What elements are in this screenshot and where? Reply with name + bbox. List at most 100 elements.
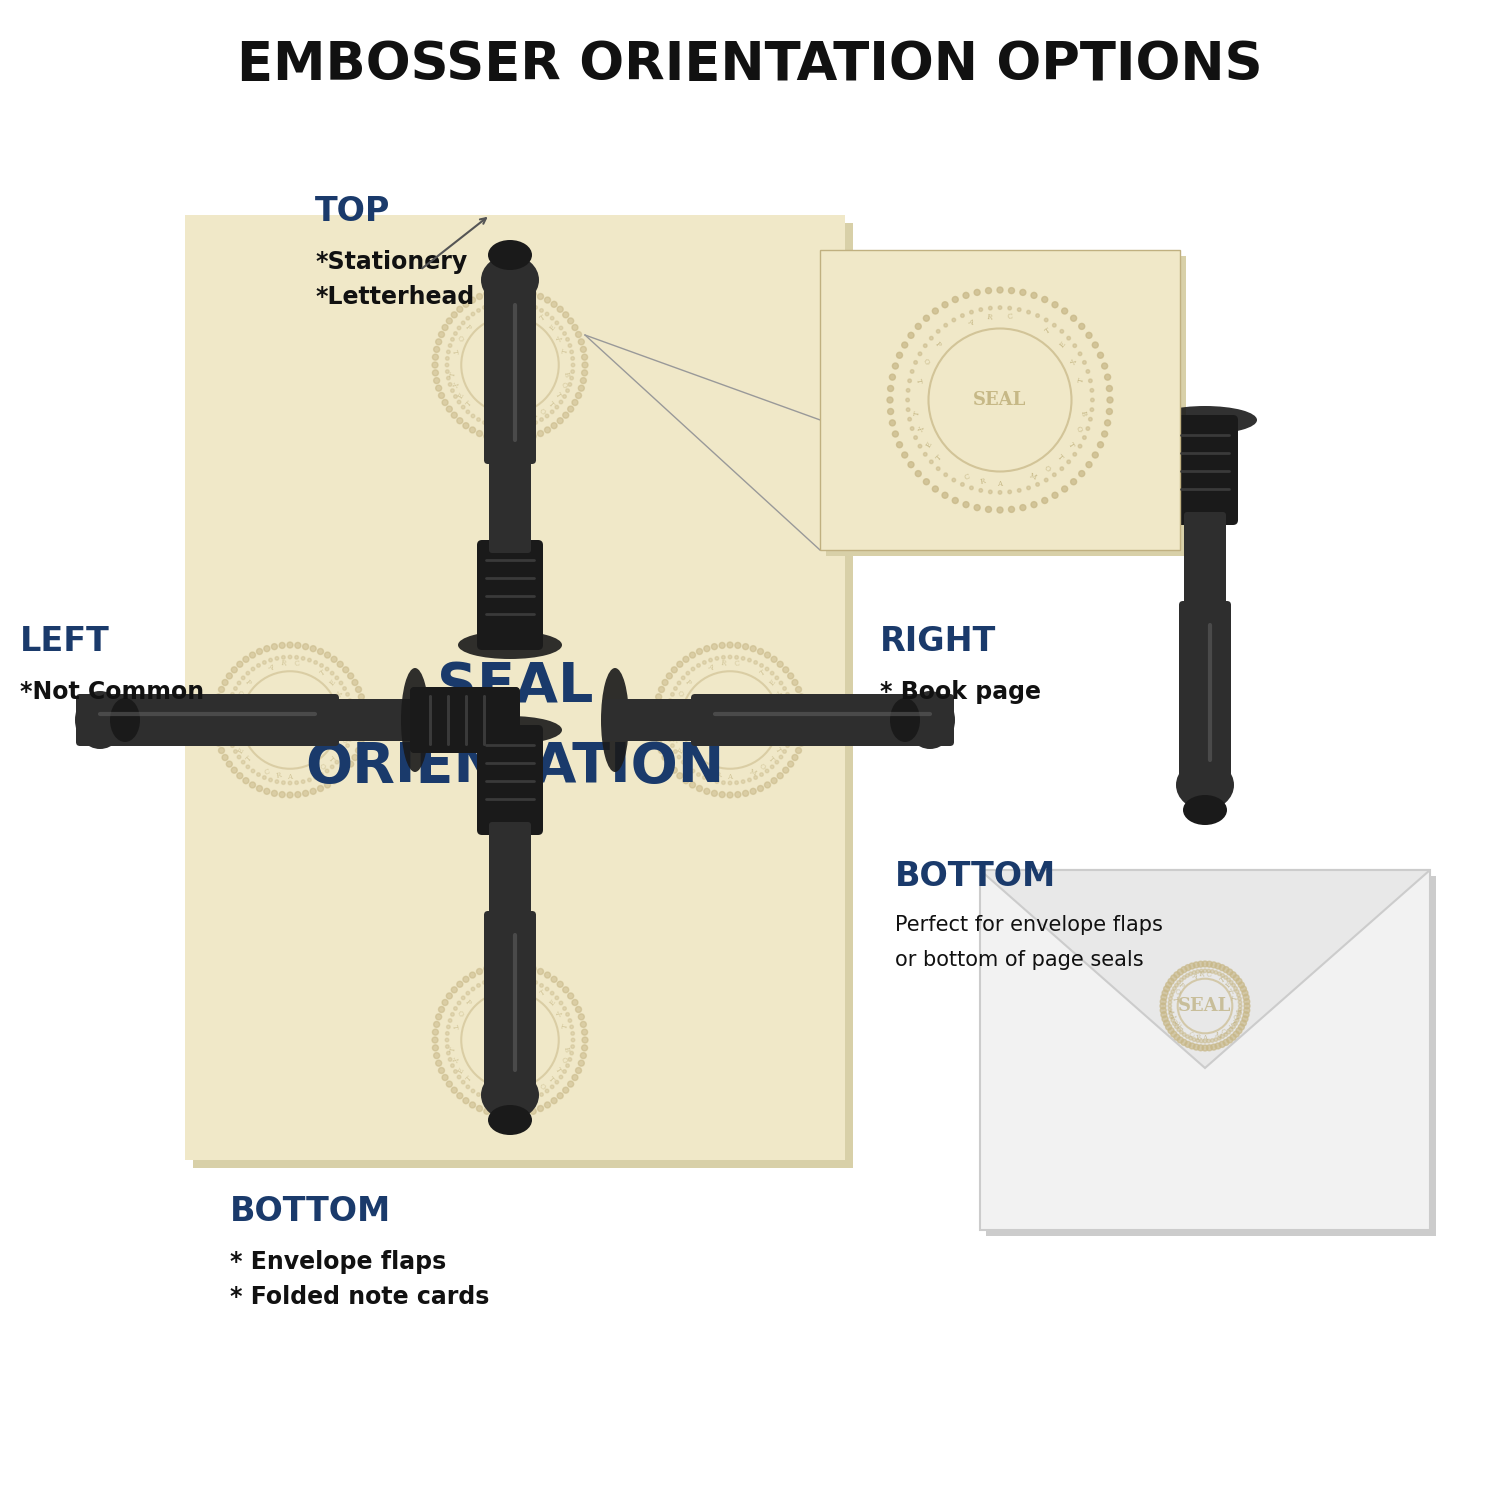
Circle shape xyxy=(652,710,658,716)
Circle shape xyxy=(1098,352,1104,358)
Circle shape xyxy=(464,1098,470,1104)
Circle shape xyxy=(902,342,908,348)
Circle shape xyxy=(310,645,316,651)
Text: C: C xyxy=(514,980,520,987)
Circle shape xyxy=(952,498,958,504)
Circle shape xyxy=(1221,1035,1224,1038)
Circle shape xyxy=(735,656,738,658)
Text: T: T xyxy=(1227,1019,1236,1028)
Circle shape xyxy=(556,306,562,312)
FancyBboxPatch shape xyxy=(410,687,520,753)
Circle shape xyxy=(892,430,898,436)
Circle shape xyxy=(458,306,464,312)
FancyBboxPatch shape xyxy=(76,694,339,746)
Circle shape xyxy=(1168,1011,1173,1016)
Circle shape xyxy=(528,1098,531,1101)
Circle shape xyxy=(1239,1004,1242,1008)
Circle shape xyxy=(225,718,230,722)
Circle shape xyxy=(537,294,543,300)
Circle shape xyxy=(1066,460,1071,464)
Circle shape xyxy=(792,754,798,760)
Circle shape xyxy=(1238,1016,1240,1019)
Circle shape xyxy=(572,324,578,330)
Circle shape xyxy=(1222,966,1228,972)
Circle shape xyxy=(944,324,948,327)
Circle shape xyxy=(960,314,964,318)
Circle shape xyxy=(662,680,668,686)
Circle shape xyxy=(358,694,364,700)
Text: M: M xyxy=(528,1088,537,1098)
Circle shape xyxy=(249,652,255,658)
Circle shape xyxy=(1242,990,1248,996)
Circle shape xyxy=(514,300,519,304)
Text: A: A xyxy=(288,772,292,782)
Circle shape xyxy=(264,645,270,651)
Circle shape xyxy=(1232,984,1236,987)
Ellipse shape xyxy=(890,698,920,742)
Circle shape xyxy=(432,1029,438,1035)
Circle shape xyxy=(1041,297,1047,303)
Circle shape xyxy=(446,357,448,360)
Circle shape xyxy=(1227,1036,1233,1042)
Circle shape xyxy=(522,963,528,969)
Ellipse shape xyxy=(488,1106,532,1136)
Circle shape xyxy=(338,662,344,668)
Circle shape xyxy=(464,976,470,982)
Circle shape xyxy=(556,981,562,987)
Circle shape xyxy=(477,430,483,436)
Circle shape xyxy=(243,777,249,783)
Text: T: T xyxy=(554,392,562,399)
Circle shape xyxy=(980,489,982,492)
Circle shape xyxy=(560,1000,562,1005)
Circle shape xyxy=(1078,352,1082,356)
Text: BOTTOM: BOTTOM xyxy=(896,859,1056,892)
Circle shape xyxy=(279,642,285,648)
Text: E: E xyxy=(458,392,466,399)
Circle shape xyxy=(514,1112,520,1118)
Circle shape xyxy=(1030,501,1036,507)
Text: M: M xyxy=(1212,1030,1222,1041)
Text: P: P xyxy=(462,998,471,1006)
Circle shape xyxy=(672,766,678,772)
Circle shape xyxy=(570,1024,573,1029)
Text: R: R xyxy=(1198,970,1204,978)
Circle shape xyxy=(1174,1024,1179,1029)
Circle shape xyxy=(242,760,244,764)
Circle shape xyxy=(664,718,669,722)
Circle shape xyxy=(550,410,554,414)
Circle shape xyxy=(930,460,933,464)
Circle shape xyxy=(1244,1008,1250,1014)
Circle shape xyxy=(550,976,556,982)
Circle shape xyxy=(1185,1041,1191,1047)
Circle shape xyxy=(936,330,940,333)
Circle shape xyxy=(741,780,746,783)
Circle shape xyxy=(484,1108,490,1114)
Circle shape xyxy=(1208,969,1210,972)
Text: X: X xyxy=(1170,1014,1179,1022)
Circle shape xyxy=(1180,966,1186,972)
Circle shape xyxy=(1017,308,1022,312)
Circle shape xyxy=(676,772,682,778)
Circle shape xyxy=(1242,1016,1248,1022)
Circle shape xyxy=(656,694,662,700)
Circle shape xyxy=(458,400,460,404)
Circle shape xyxy=(219,687,225,693)
Circle shape xyxy=(666,674,672,680)
Circle shape xyxy=(1008,288,1014,294)
Circle shape xyxy=(256,772,261,777)
Circle shape xyxy=(442,324,448,330)
Circle shape xyxy=(348,760,354,766)
Text: LEFT: LEFT xyxy=(20,626,110,658)
Circle shape xyxy=(572,999,578,1005)
Circle shape xyxy=(1238,993,1240,998)
Circle shape xyxy=(1236,1028,1242,1033)
Circle shape xyxy=(750,645,756,651)
Circle shape xyxy=(582,362,588,368)
Circle shape xyxy=(708,778,712,782)
Circle shape xyxy=(544,1089,549,1094)
Text: O: O xyxy=(778,736,788,744)
Circle shape xyxy=(914,436,918,439)
Circle shape xyxy=(213,710,219,716)
Circle shape xyxy=(944,472,948,477)
Text: X: X xyxy=(776,690,786,698)
